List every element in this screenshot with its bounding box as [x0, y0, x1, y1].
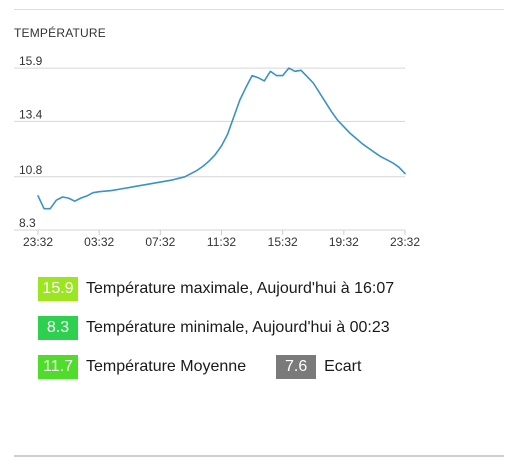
y-tick-label: 8.3: [19, 216, 36, 230]
x-tick-label: 03:32: [84, 235, 114, 249]
x-tick-label: 15:32: [268, 235, 298, 249]
min-value-badge: 8.3: [38, 316, 78, 340]
range-value-badge: 7.6: [276, 355, 317, 379]
y-tick-label: 10.8: [19, 163, 43, 177]
range-label: Ecart: [324, 358, 362, 375]
stat-min: 8.3 Température minimale, Aujourd'hui à …: [38, 316, 390, 340]
top-divider: [14, 9, 504, 10]
x-tick-label: 07:32: [145, 235, 175, 249]
avg-label: Température Moyenne: [86, 358, 247, 375]
max-value-badge: 15.9: [38, 277, 78, 301]
temperature-chart: 15.9 13.4 10.8 8.3 23:32 03:32 07:32 11:32 15:32…: [14, 54, 420, 249]
y-tick-label: 15.9: [19, 54, 43, 68]
stat-max: 15.9 Température maximale, Aujourd'hui à…: [38, 277, 394, 301]
avg-value-badge: 11.7: [38, 355, 78, 379]
x-tick-label: 23:32: [23, 235, 53, 249]
bottom-divider: [14, 455, 504, 457]
max-label: Température maximale, Aujourd'hui à 16:0…: [86, 280, 395, 297]
stat-average-and-range: 11.7 Température Moyenne 7.6 Ecart: [38, 355, 361, 379]
min-label: Température minimale, Aujourd'hui à 00:2…: [86, 319, 390, 336]
x-tick-label: 11:32: [207, 235, 236, 249]
y-tick-label: 13.4: [19, 107, 43, 121]
widget-title: TEMPÉRATURE: [14, 26, 106, 40]
x-tick-label: 23:32: [390, 235, 420, 249]
temperature-series-line: [37, 67, 406, 210]
x-tick-label: 19:32: [329, 235, 359, 249]
